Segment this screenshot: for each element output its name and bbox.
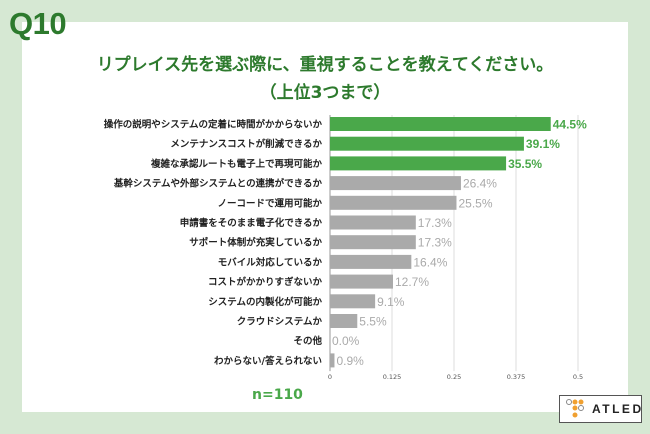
category-label: わからない/答えられない — [214, 355, 322, 367]
data-label: 17.3% — [418, 216, 452, 230]
category-label: クラウドシステムか — [237, 317, 323, 328]
bar — [330, 294, 376, 309]
bar — [330, 254, 412, 269]
category-label: 操作の説明やシステムの定着に時間がかからないか — [104, 119, 323, 131]
x-tick-label: 0.375 — [507, 373, 526, 381]
category-label: 申請書をそのまま電子化できるか — [180, 217, 323, 229]
category-label: サポート体制が充実しているか — [189, 237, 322, 249]
x-tick-label: 0.5 — [573, 373, 583, 381]
bar — [330, 274, 393, 289]
chart-card — [22, 22, 628, 412]
bar — [330, 235, 416, 250]
category-label: 基幹システムや外部システムとの連携ができるか — [113, 178, 323, 190]
sample-size: n=110 — [252, 387, 303, 403]
data-label: 25.5% — [458, 196, 492, 210]
data-label: 0.9% — [336, 354, 364, 368]
category-label: モバイル対応しているか — [218, 256, 323, 268]
data-label: 16.4% — [413, 255, 447, 269]
category-label: メンテナンスコストが削減できるか — [170, 138, 322, 150]
data-label: 44.5% — [553, 118, 587, 132]
question-number: Q10 — [9, 6, 67, 41]
data-label: 0.0% — [332, 334, 360, 348]
data-label: 12.7% — [395, 275, 429, 289]
data-label: 9.1% — [377, 295, 405, 309]
data-label: 5.5% — [359, 315, 387, 329]
category-label: コストがかかりすぎないか — [208, 276, 323, 288]
bar — [330, 195, 457, 210]
category-label: その他 — [293, 335, 322, 347]
bar — [330, 156, 507, 171]
bar — [330, 176, 461, 191]
bar — [330, 117, 551, 131]
atled-logo: ATLED — [559, 395, 642, 423]
data-label: 17.3% — [418, 236, 452, 250]
chart-title: リプレイス先を選ぶ際に、重視することを教えてください。 — [96, 55, 554, 75]
category-label: システムの内製化が可能か — [208, 296, 322, 308]
chart-subtitle: （上位3つまで） — [259, 83, 391, 103]
category-label: ノーコードで運用可能か — [217, 197, 322, 209]
data-label: 39.1% — [526, 137, 560, 151]
bar — [330, 314, 358, 328]
x-tick-label: 0 — [328, 373, 332, 381]
x-tick-label: 0.125 — [383, 373, 402, 381]
data-label: 35.5% — [508, 157, 542, 171]
bar — [330, 215, 416, 230]
logo-mark-icon — [566, 399, 584, 418]
bar — [330, 353, 335, 368]
category-label: 複雑な承認ルートも電子上で再現可能か — [150, 158, 323, 170]
data-label: 26.4% — [463, 177, 497, 191]
bar — [330, 136, 524, 151]
x-tick-label: 0.25 — [447, 373, 461, 381]
